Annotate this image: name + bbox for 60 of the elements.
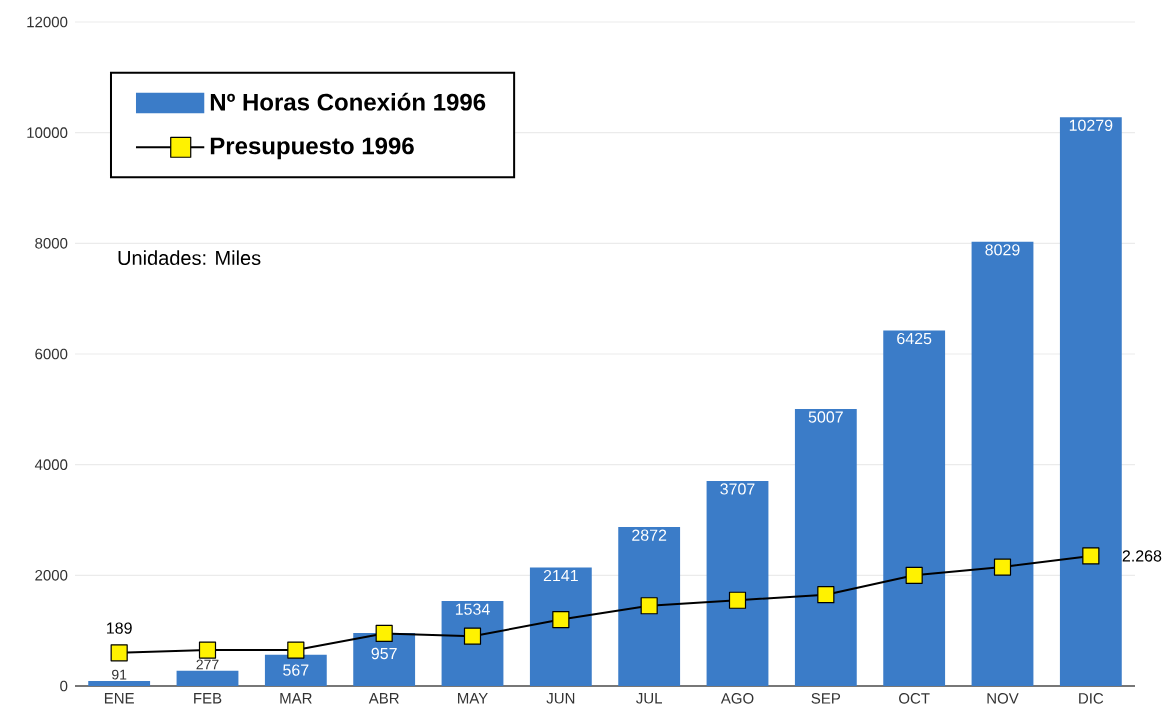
data-label: 8029 — [985, 244, 1020, 256]
data-label: 91 — [112, 669, 127, 680]
y-tick-label: 10000 — [27, 127, 68, 138]
data-label: 2141 — [543, 569, 578, 582]
x-tick-label: JUN — [546, 693, 575, 704]
x-tick-label: JUL — [636, 693, 662, 704]
point — [198, 641, 217, 659]
bar — [883, 330, 946, 686]
point — [375, 624, 393, 643]
y-tick-label: 0 — [60, 680, 68, 692]
legend-label: Presupuesto 1996 — [210, 137, 414, 160]
x-tick-label: ENE — [104, 693, 134, 704]
x-tick-label: ABR — [368, 693, 399, 704]
annotation: Unidades: Miles — [118, 250, 261, 266]
data-label: 3707 — [720, 483, 755, 495]
data-label: 10279 — [1069, 119, 1113, 131]
point — [640, 597, 658, 615]
x-tick-label: AGO — [720, 693, 754, 704]
point — [817, 586, 835, 604]
x-tick-label: DIC — [1079, 693, 1104, 704]
bar — [441, 601, 504, 686]
x-tick-label: FEB — [194, 693, 222, 704]
point — [728, 591, 747, 609]
point — [993, 558, 1012, 576]
x-tick-label: OCT — [899, 693, 930, 704]
x-tick-label: NOV — [987, 693, 1019, 704]
point — [552, 611, 570, 629]
bar — [264, 654, 327, 686]
y-tick-label: 12000 — [27, 16, 68, 28]
y-tick-label: 2000 — [35, 570, 68, 581]
bar — [88, 680, 151, 686]
x-tick-label: SEP — [811, 693, 841, 704]
y-tick-label: 6000 — [35, 348, 68, 360]
x-tick-label: MAY — [458, 693, 488, 704]
legend-label: Nº Horas Conexión 1996 — [210, 92, 486, 111]
data-label: 2872 — [632, 529, 667, 541]
annotation: 2.268 — [1122, 550, 1162, 562]
point — [1082, 547, 1100, 565]
data-label: 5007 — [808, 411, 843, 423]
bar — [618, 527, 681, 686]
point — [287, 641, 305, 659]
point — [463, 627, 482, 645]
bar — [706, 480, 769, 686]
data-label: 957 — [371, 647, 397, 660]
data-label: 1534 — [455, 603, 490, 615]
x-tick-label: MAR — [280, 693, 312, 704]
annotation: 189 — [107, 622, 132, 634]
bar — [176, 670, 239, 686]
bar — [529, 567, 592, 686]
data-label: 6425 — [897, 332, 932, 345]
bar — [1059, 117, 1122, 686]
data-label: 567 — [283, 664, 309, 676]
bar — [971, 241, 1034, 686]
y-tick-label: 4000 — [34, 459, 68, 470]
point — [110, 644, 128, 662]
data-label: 277 — [196, 659, 219, 670]
point — [905, 566, 923, 584]
y-tick-label: 8000 — [35, 238, 68, 249]
bar — [353, 633, 416, 686]
bar — [794, 408, 857, 686]
